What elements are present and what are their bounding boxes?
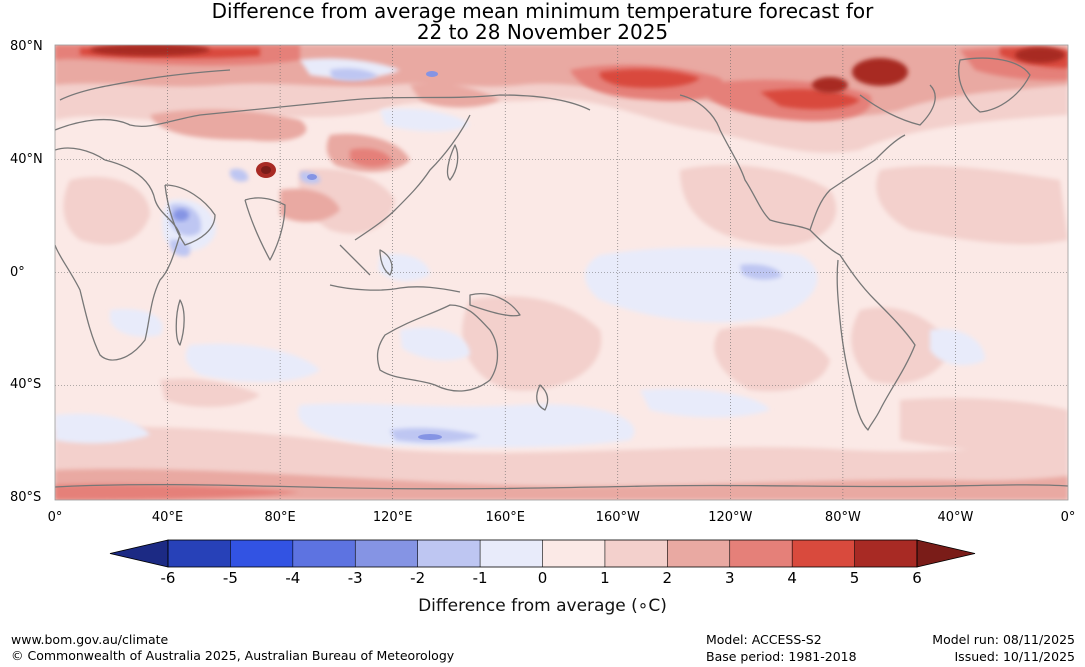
colorbar-tick-label: 6: [912, 569, 922, 587]
lon-label: 0°: [47, 510, 63, 525]
chart-title-line1: Difference from average mean minimum tem…: [211, 0, 874, 23]
footer-model: Model: ACCESS-S2: [706, 632, 822, 647]
colorbar-segment: [729, 540, 793, 567]
colorbar-tick-label: 2: [662, 569, 673, 587]
colorbar-segment: [542, 540, 605, 567]
colorbar-arrow-high: [916, 539, 976, 568]
lon-label: 40°W: [937, 510, 974, 525]
colorbar-tick-label: 3: [724, 569, 735, 587]
colorbar-segment: [604, 540, 668, 567]
lat-label: 80°S: [10, 490, 42, 505]
lat-label: 40°N: [10, 151, 43, 167]
colorbar-segment: [417, 540, 481, 567]
colorbar-tick-label: -2: [410, 569, 426, 587]
colorbar-arrow-low: [109, 539, 169, 568]
colorbar-tick-label: -3: [347, 569, 363, 587]
colorbar-tick-label: 1: [600, 569, 610, 587]
colorbar-segment: [168, 540, 231, 567]
coastlines: [55, 57, 1068, 490]
footer-model-run: Model run: 08/11/2025: [932, 632, 1075, 647]
lon-label: 0°: [1060, 510, 1076, 525]
colorbar-label: Difference from average (∘C): [418, 596, 667, 616]
colorbar-segment: [480, 540, 543, 567]
colorbar-tick-label: -5: [222, 569, 238, 587]
colorbar-segment: [792, 540, 855, 567]
footer-base-period: Base period: 1981-2018: [706, 649, 857, 664]
lon-label: 160°E: [485, 510, 525, 525]
lon-label: 120°E: [372, 510, 413, 525]
footer-url[interactable]: www.bom.gov.au/climate: [11, 632, 169, 647]
colorbar-tick-label: 5: [849, 569, 860, 587]
anomaly-max-tibet: [261, 166, 271, 174]
anomaly-minus-2-to-minus-3: [173, 71, 442, 440]
footer-issued: Issued: 10/11/2025: [954, 649, 1076, 664]
colorbar-tick-label: 4: [787, 569, 797, 587]
anomaly-5-to-6: [90, 45, 1065, 178]
anomaly-field: [55, 45, 1068, 500]
colorbar-tick-label: -6: [160, 569, 176, 587]
lon-label: 80°E: [264, 510, 296, 525]
lat-label: 40°S: [10, 377, 42, 393]
colorbar-segment: [667, 540, 730, 567]
footer-copyright: © Commonwealth of Australia 2025, Austra…: [11, 648, 455, 663]
lat-label: 0°: [10, 264, 25, 280]
chart-title-line2: 22 to 28 November 2025: [416, 20, 669, 44]
colorbar-segment: [854, 540, 917, 567]
colorbar-tick-label: -4: [285, 569, 301, 587]
colorbar-segment: [230, 540, 293, 567]
lon-label: 80°W: [824, 510, 861, 525]
lat-label: 80°N: [10, 39, 43, 54]
colorbar-tick-label: -1: [472, 569, 488, 587]
lon-label: 120°W: [708, 510, 753, 525]
lon-label: 160°W: [595, 510, 640, 525]
colorbar-segment: [292, 540, 356, 567]
gridlines: [55, 45, 1068, 500]
lon-label: 40°E: [151, 510, 184, 525]
colorbar-tick-label: 0: [537, 569, 548, 587]
map-frame: [54, 44, 1069, 501]
colorbar-segment: [355, 540, 418, 567]
